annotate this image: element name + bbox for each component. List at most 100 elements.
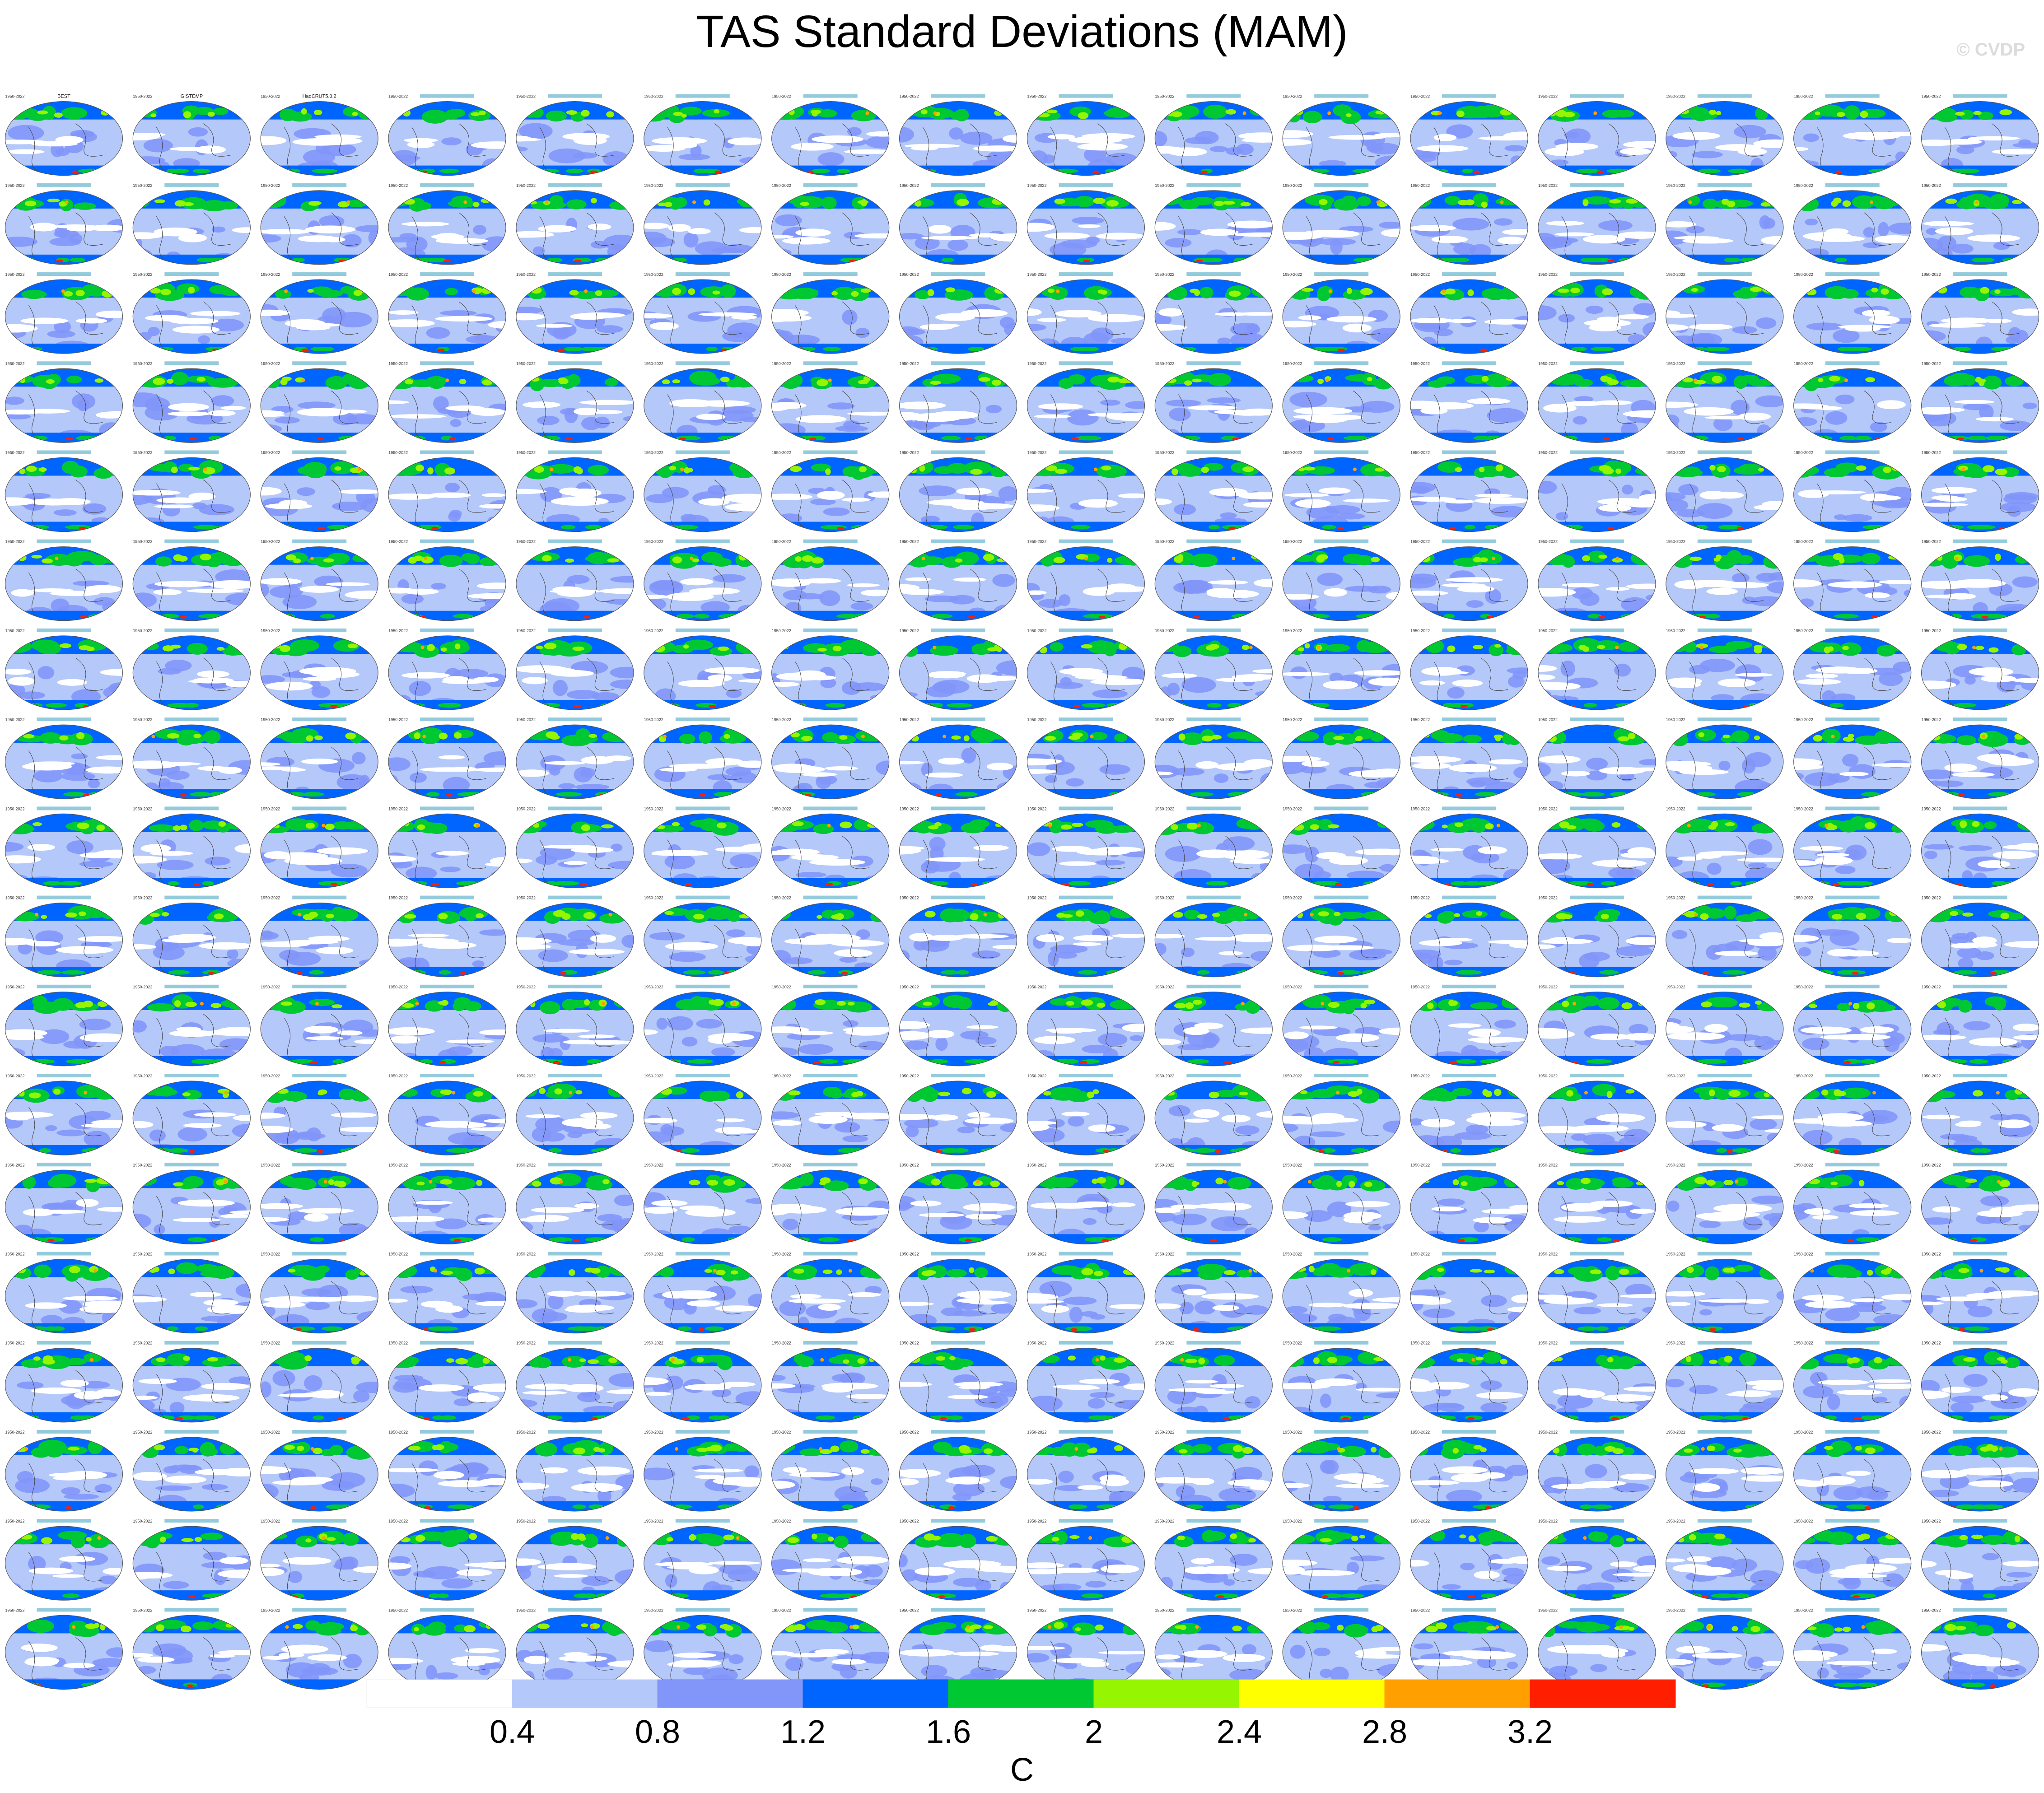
panel-period: 1950-2022 xyxy=(1283,717,1302,722)
panel-model-label xyxy=(547,272,602,276)
panel-period: 1950-2022 xyxy=(133,361,152,366)
map-panel: 1950-2022 xyxy=(1027,183,1145,265)
map-panel: 1950-2022 xyxy=(644,895,762,978)
panel-period: 1950-2022 xyxy=(261,183,280,188)
map-panel: 1950-2022 xyxy=(5,1341,123,1423)
map-panel: 1950-2022 xyxy=(1793,450,1912,532)
map-panel: 1950-2022 xyxy=(388,450,506,532)
map-panel: 1950-2022 xyxy=(516,1074,634,1155)
panel-model-label xyxy=(1059,361,1113,365)
panel-model-label xyxy=(1697,806,1752,810)
panel-period: 1950-2022 xyxy=(1666,183,1685,188)
map-panel: 1950-2022 xyxy=(1027,1430,1145,1512)
map-panel: 1950-2022 xyxy=(1027,1163,1145,1244)
panel-model-label xyxy=(1569,94,1624,98)
map-panel: 1950-2022 xyxy=(1921,1430,2039,1512)
panel-period: 1950-2022 xyxy=(1410,1163,1430,1167)
panel-period: 1950-2022 xyxy=(1666,985,1685,989)
panel-model-label xyxy=(1442,1430,1497,1434)
colorbar-swatch xyxy=(1384,1679,1531,1708)
panel-model-label xyxy=(675,539,730,543)
panel-model-label xyxy=(1186,628,1241,632)
panel-model-label xyxy=(1825,94,1880,98)
map-panel: 1950-2022 xyxy=(1921,806,2039,888)
panel-model-label xyxy=(1186,1608,1241,1612)
panel-model-label xyxy=(420,1608,475,1612)
panel-period: 1950-2022 xyxy=(900,629,919,633)
panel-period: 1950-2022 xyxy=(1538,94,1558,99)
panel-model-label xyxy=(931,361,985,365)
panel-model-label xyxy=(1569,272,1624,276)
panel-model-label xyxy=(547,1519,602,1523)
map-panel: 1950-2022 xyxy=(516,1163,634,1244)
panel-period: 1950-2022 xyxy=(1794,806,1813,811)
panel-model-label xyxy=(803,1163,858,1167)
panel-period: 1950-2022 xyxy=(1027,183,1046,188)
map-panel: 1950-2022 xyxy=(132,895,251,978)
panel-period: 1950-2022 xyxy=(1027,540,1046,544)
panel-period: 1950-2022 xyxy=(261,272,280,277)
panel-model-label xyxy=(1569,183,1624,187)
map-panel: 1950-2022 xyxy=(644,806,762,888)
panel-period: 1950-2022 xyxy=(516,629,536,633)
map-panel: 1950-2022 xyxy=(899,984,1017,1066)
panel-period: 1950-2022 xyxy=(1794,1252,1813,1257)
map-panel: 1950-2022 xyxy=(5,1074,123,1155)
panel-model-label xyxy=(547,628,602,632)
panel-period: 1950-2022 xyxy=(1922,717,1941,722)
panel-model-label xyxy=(37,628,91,632)
map-panel: 1950-2022 xyxy=(899,272,1017,354)
map-panel: 1950-2022 xyxy=(132,628,251,710)
panel-period: 1950-2022 xyxy=(133,1608,152,1612)
map-panel: 1950-2022 xyxy=(1027,1519,1145,1601)
map-panel: 1950-2022 xyxy=(1282,1163,1400,1244)
panel-model-label xyxy=(1314,1519,1369,1523)
panel-period: 1950-2022 xyxy=(261,94,280,99)
map-panel: 1950-2022 xyxy=(388,895,506,978)
panel-model-label xyxy=(1953,450,2007,454)
panel-period: 1950-2022 xyxy=(900,1608,919,1612)
panel-period: 1950-2022 xyxy=(772,1163,791,1167)
map-panel: 1950-2022 xyxy=(644,1163,762,1244)
panel-model-label xyxy=(292,1074,347,1078)
panel-model-label xyxy=(37,361,91,365)
panel-period: 1950-2022 xyxy=(1794,451,1813,455)
panel-period: 1950-2022 xyxy=(1410,806,1430,811)
map-panel: 1950-2022 xyxy=(1793,806,1912,888)
panel-model-label xyxy=(1569,1608,1624,1612)
map-panel: 1950-2022 xyxy=(516,628,634,710)
panel-model-label xyxy=(1314,450,1369,454)
panel-period: 1950-2022 xyxy=(644,896,663,900)
panel-period: 1950-2022 xyxy=(1538,1519,1558,1523)
panel-period: 1950-2022 xyxy=(1666,1074,1685,1078)
panel-model-label xyxy=(1442,1163,1497,1167)
panel-period: 1950-2022 xyxy=(1410,985,1430,989)
panel-model-label xyxy=(931,628,985,632)
panel-period: 1950-2022 xyxy=(644,717,663,722)
map-panel: 1950-2022 xyxy=(1921,539,2039,621)
panel-model-label xyxy=(1314,539,1369,543)
panel-model-label xyxy=(803,1341,858,1345)
panel-model-label xyxy=(1825,539,1880,543)
panel-period: 1950-2022 xyxy=(1666,1519,1685,1523)
panel-period: 1950-2022 xyxy=(1922,896,1941,900)
panel-model-label xyxy=(420,1252,475,1256)
map-panel: 1950-2022 xyxy=(5,183,123,265)
map-panel: 1950-2022 xyxy=(132,1519,251,1601)
map-panel: 1950-2022 xyxy=(1154,272,1273,354)
panel-model-label xyxy=(164,539,219,543)
panel-model-label xyxy=(1825,717,1880,722)
panel-period: 1950-2022 xyxy=(1666,94,1685,99)
panel-model-label xyxy=(1059,984,1113,988)
panel-period: 1950-2022 xyxy=(5,896,24,900)
panel-model-label xyxy=(1953,806,2007,810)
panel-model-label xyxy=(1953,183,2007,187)
panel-model-label xyxy=(37,1341,91,1345)
map-panel: 1950-2022 xyxy=(5,1163,123,1244)
panel-model-label xyxy=(1697,272,1752,276)
panel-period: 1950-2022 xyxy=(772,540,791,544)
panel-period: 1950-2022 xyxy=(1027,272,1046,277)
map-panel: 1950-2022 xyxy=(5,361,123,443)
panel-model-label xyxy=(1186,717,1241,722)
map-panel: 1950-2022 xyxy=(1410,1163,1528,1244)
